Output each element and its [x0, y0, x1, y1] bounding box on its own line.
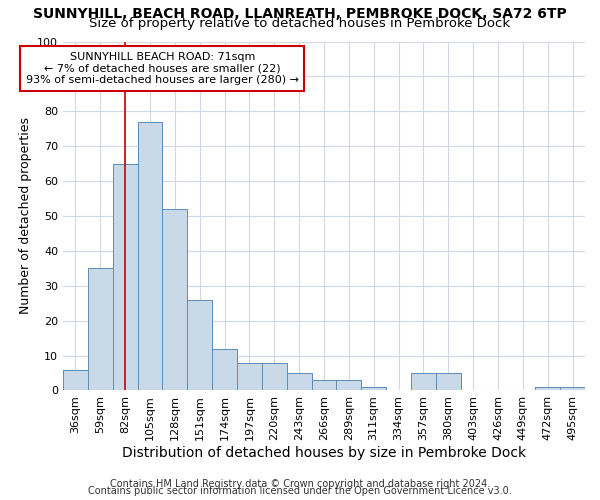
Bar [361, 387, 386, 390]
Bar [560, 387, 585, 390]
Bar [163, 209, 187, 390]
X-axis label: Distribution of detached houses by size in Pembroke Dock: Distribution of detached houses by size … [122, 446, 526, 460]
Text: SUNNYHILL BEACH ROAD: 71sqm
← 7% of detached houses are smaller (22)
93% of semi: SUNNYHILL BEACH ROAD: 71sqm ← 7% of deta… [26, 52, 299, 85]
Bar [311, 380, 337, 390]
Bar [262, 362, 287, 390]
Bar [113, 164, 137, 390]
Bar [535, 387, 560, 390]
Bar [187, 300, 212, 390]
Text: Contains HM Land Registry data © Crown copyright and database right 2024.: Contains HM Land Registry data © Crown c… [110, 479, 490, 489]
Text: SUNNYHILL, BEACH ROAD, LLANREATH, PEMBROKE DOCK, SA72 6TP: SUNNYHILL, BEACH ROAD, LLANREATH, PEMBRO… [33, 8, 567, 22]
Bar [436, 373, 461, 390]
Bar [88, 268, 113, 390]
Bar [337, 380, 361, 390]
Bar [287, 373, 311, 390]
Bar [63, 370, 88, 390]
Y-axis label: Number of detached properties: Number of detached properties [19, 118, 32, 314]
Bar [237, 362, 262, 390]
Text: Contains public sector information licensed under the Open Government Licence v3: Contains public sector information licen… [88, 486, 512, 496]
Text: Size of property relative to detached houses in Pembroke Dock: Size of property relative to detached ho… [89, 18, 511, 30]
Bar [212, 348, 237, 391]
Bar [411, 373, 436, 390]
Bar [137, 122, 163, 390]
